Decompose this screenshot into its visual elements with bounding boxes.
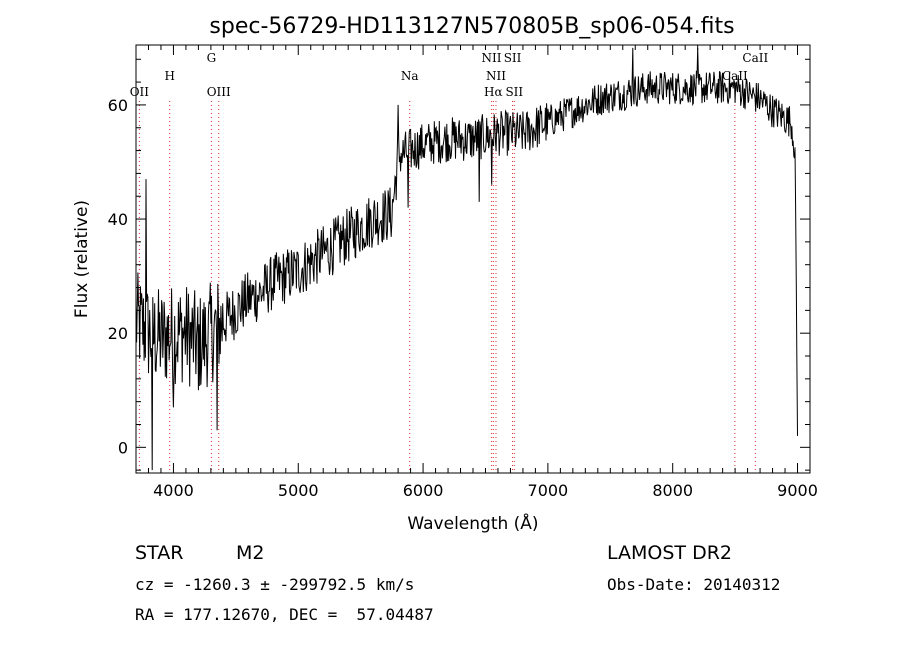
coordinates-line: RA = 177.12670, DEC = 57.04487 [135, 605, 434, 624]
line-marker-label: OII [130, 85, 150, 99]
x-axis: 4000 5000 6000 7000 8000 9000 [135, 45, 818, 500]
line-marker-label: G [207, 51, 217, 65]
line-marker-label: OIII [207, 85, 231, 99]
line-marker-label: SII [505, 85, 523, 99]
chart-title: spec-56729-HD113127N570805B_sp06-054.fit… [209, 14, 734, 39]
y-axis: 0 20 40 60 [108, 58, 810, 471]
y-tick-label: 0 [118, 438, 128, 457]
obs-date-line: Obs-Date: 20140312 [607, 575, 781, 594]
line-marker-label: Hα [484, 85, 503, 99]
spectrum-line [135, 47, 798, 471]
line-marker-label: H [164, 69, 174, 83]
x-tick-label: 5000 [278, 481, 319, 500]
plot-frame [135, 44, 811, 474]
line-marker-label: CaII [722, 69, 748, 83]
subclass: M2 [236, 542, 265, 564]
line-marker-label: Na [401, 69, 419, 83]
line-marker-label: NII [486, 69, 506, 83]
y-axis-label: Flux (relative) [72, 200, 92, 318]
y-tick-label: 20 [108, 324, 128, 343]
line-marker-label: SII [504, 51, 522, 65]
x-tick-label: 6000 [403, 481, 444, 500]
object-class: STAR [135, 542, 184, 564]
redshift-line: cz = -1260.3 ± -299792.5 km/s [135, 575, 415, 594]
x-tick-label: 8000 [652, 481, 693, 500]
x-axis-label: Wavelength (Å) [407, 512, 538, 534]
y-tick-label: 60 [108, 96, 128, 115]
x-tick-label: 7000 [528, 481, 569, 500]
x-tick-label: 9000 [777, 481, 818, 500]
survey-release: LAMOST DR2 [607, 542, 732, 564]
line-marker-label: NII [481, 51, 501, 65]
line-marker-label: CaII [742, 51, 768, 65]
x-tick-label: 4000 [153, 481, 194, 500]
y-tick-label: 40 [108, 210, 128, 229]
